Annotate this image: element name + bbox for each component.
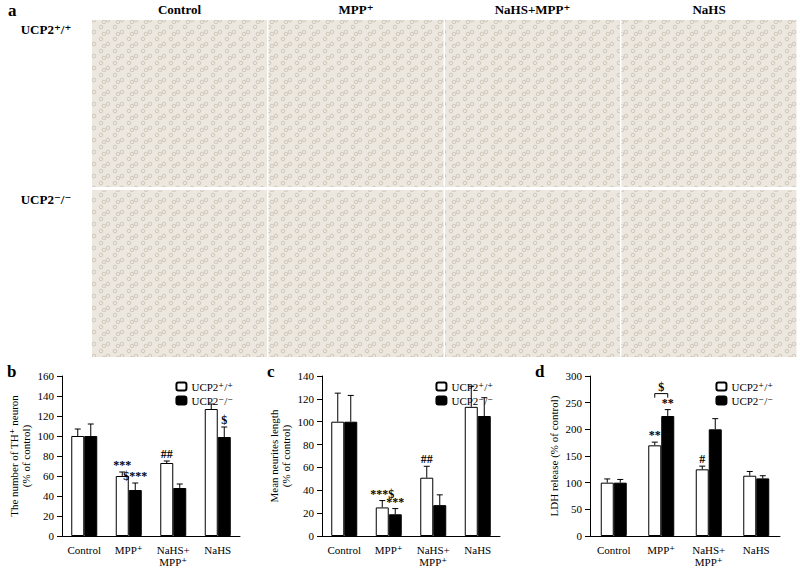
svg-text:UCP2⁻/⁻: UCP2⁻/⁻ [731,395,773,407]
svg-text:Control: Control [597,544,631,556]
svg-text:$***: $*** [123,469,147,483]
svg-text:MPP⁺: MPP⁺ [115,544,143,556]
svg-text:0: 0 [309,530,315,542]
svg-text:UCP2⁺/⁺: UCP2⁺/⁺ [451,381,493,393]
svg-text:UCP2⁻/⁻: UCP2⁻/⁻ [451,395,493,407]
svg-text:140: 140 [38,390,55,402]
svg-text:140: 140 [298,370,315,382]
svg-text:300: 300 [566,370,583,382]
svg-text:0: 0 [49,530,55,542]
svg-text:$: $ [658,380,664,394]
svg-text:100: 100 [298,416,315,428]
svg-text:a: a [8,1,17,20]
svg-text:MPP⁺: MPP⁺ [338,2,373,17]
svg-text:##: ## [161,447,173,461]
svg-text:60: 60 [303,461,315,473]
svg-text:NaHS: NaHS [743,544,770,556]
svg-text:150: 150 [566,450,583,462]
svg-text:80: 80 [43,450,55,462]
svg-text:120: 120 [298,393,315,405]
svg-text:250: 250 [566,397,583,409]
svg-text:UCP2⁺/⁺: UCP2⁺/⁺ [731,381,773,393]
svg-text:**: ** [662,396,674,410]
svg-text:MPP⁺: MPP⁺ [375,544,403,556]
svg-text:UCP2⁻/⁻: UCP2⁻/⁻ [191,395,233,407]
svg-text:NaHS+MPP⁺: NaHS+MPP⁺ [495,2,571,17]
svg-text:100: 100 [566,477,583,489]
svg-text:UCP2⁺/⁺: UCP2⁺/⁺ [191,381,233,393]
svg-text:0: 0 [577,530,583,542]
svg-text:NaHS: NaHS [204,544,231,556]
svg-text:160: 160 [38,370,55,382]
svg-text:#: # [699,452,705,466]
svg-text:20: 20 [303,507,315,519]
svg-text:50: 50 [571,503,583,515]
svg-text:NaHS: NaHS [692,2,725,17]
svg-text:NaHS+: NaHS+ [157,544,190,556]
svg-text:120: 120 [38,410,55,422]
svg-text:MPP⁺: MPP⁺ [419,556,447,568]
svg-text:40: 40 [303,484,315,496]
svg-text:**: ** [649,428,661,442]
svg-text:Mean neurites length: Mean neurites length [268,409,280,502]
svg-text:MPP⁺: MPP⁺ [159,556,187,568]
svg-text:20: 20 [43,510,55,522]
svg-text:***: *** [386,495,404,509]
svg-text:(% of control): (% of control) [20,425,33,488]
svg-text:NaHS+: NaHS+ [417,544,450,556]
svg-text:LDH release (% of control): LDH release (% of control) [548,395,561,516]
svg-text:100: 100 [38,430,55,442]
svg-text:The number of TH⁺ neuron: The number of TH⁺ neuron [8,395,20,517]
svg-text:Control: Control [67,544,101,556]
svg-text:##: ## [421,452,433,466]
svg-text:d: d [535,362,545,381]
svg-text:200: 200 [566,423,583,435]
svg-text:UCP2⁺/⁺: UCP2⁺/⁺ [21,22,72,37]
svg-text:b: b [7,362,16,381]
svg-text:$: $ [221,413,227,427]
svg-text:(% of control): (% of control) [280,425,293,488]
svg-text:Control: Control [158,2,201,17]
svg-text:MPP⁺: MPP⁺ [647,544,675,556]
svg-text:UCP2⁻/⁻: UCP2⁻/⁻ [21,192,72,207]
svg-text:NaHS: NaHS [464,544,491,556]
svg-text:Control: Control [327,544,361,556]
svg-text:60: 60 [43,470,55,482]
svg-text:MPP⁺: MPP⁺ [695,556,723,568]
svg-text:c: c [267,362,275,381]
svg-text:NaHS+: NaHS+ [692,544,725,556]
svg-text:80: 80 [303,439,315,451]
svg-text:40: 40 [43,490,55,502]
